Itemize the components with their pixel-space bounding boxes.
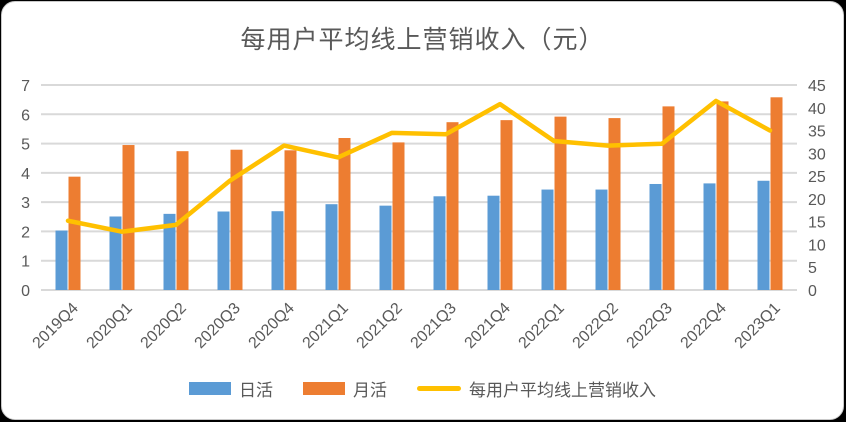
bar-monthly-active [500,120,513,291]
bar-monthly-active [608,118,621,290]
x-axis-category-label: 2021Q1 [300,300,352,352]
right-axis-tick-label: 0 [808,283,817,300]
x-axis-category-label: 2022Q4 [678,300,730,352]
left-axis-tick-label: 4 [21,166,30,183]
monthly-active-swatch-icon [303,382,345,395]
bar-monthly-active [446,122,459,290]
legend-item-monthly-active: 月活 [303,376,387,401]
bar-monthly-active [392,142,405,290]
x-axis-category-label: 2020Q1 [84,300,136,352]
bar-daily-active [163,213,176,290]
right-axis-tick-label: 20 [808,192,826,209]
bar-daily-active [757,180,770,290]
right-axis-tick-label: 5 [808,260,817,277]
bar-daily-active [55,230,68,290]
legend-label-arpu-line: 每用户平均线上营销收入 [469,381,656,400]
right-axis-tick-label: 35 [808,124,826,141]
bar-monthly-active [68,176,81,290]
bar-daily-active [325,204,338,290]
left-axis-tick-label: 1 [21,254,30,271]
x-axis-category-label: 2022Q2 [570,300,622,352]
left-axis-tick-label: 6 [21,107,30,124]
right-axis-tick-label: 45 [808,78,826,95]
left-axis-tick-label: 5 [21,137,30,154]
x-axis-category-label: 2021Q3 [408,300,460,352]
arpu-line-series [65,98,773,234]
x-axis-category-label: 2020Q3 [192,300,244,352]
x-axis-category-label: 2020Q4 [246,300,298,352]
legend-item-arpu-line: 每用户平均线上营销收入 [417,376,656,401]
right-axis-tick-label: 40 [808,101,826,118]
x-axis-category-label: 2020Q2 [138,300,190,352]
bar-daily-active [595,189,608,290]
bar-daily-active [379,205,392,290]
bar-daily-active [271,211,284,290]
chart-title: 每用户平均线上营销收入（元） [240,26,605,54]
bar-daily-active [433,196,446,290]
daily-active-swatch-icon [189,382,231,395]
x-axis-category-label: 2019Q4 [30,300,82,352]
left-axis-tick-label: 7 [21,78,30,95]
bar-monthly-active [284,150,297,290]
x-axis-category-label: 2022Q3 [624,300,676,352]
bar-daily-active [649,183,662,290]
right-axis-tick-label: 30 [808,146,826,163]
left-axis-tick-label: 0 [21,283,30,300]
right-axis-tick-label: 10 [808,237,826,254]
bar-monthly-active [338,138,351,290]
bar-monthly-active [230,149,243,290]
bar-daily-active [541,189,554,290]
bar-monthly-active [662,106,675,290]
left-axis-tick-label: 2 [21,224,30,241]
bar-monthly-active [770,97,783,290]
left-axis-tick-label: 3 [21,195,30,212]
chart-legend: 日活 月活 每用户平均线上营销收入 [2,376,843,401]
x-axis-category-label: 2021Q4 [462,300,514,352]
bar-monthly-active [554,116,567,290]
bar-monthly-active [122,145,135,290]
x-axis-category-label: 2023Q1 [732,300,784,352]
legend-label-daily-active: 日活 [239,381,273,400]
bar-daily-active [217,211,230,290]
bar-daily-active [487,195,500,290]
bar-daily-active [703,183,716,290]
legend-label-monthly-active: 月活 [353,381,387,400]
right-axis-tick-label: 15 [808,215,826,232]
x-axis-category-label: 2022Q1 [516,300,568,352]
legend-item-daily-active: 日活 [189,376,273,401]
bar-monthly-active [716,101,729,291]
bar-daily-active [109,216,122,290]
right-axis-tick-label: 25 [808,169,826,186]
arpu-line-swatch-icon [417,386,461,391]
x-axis-category-label: 2021Q2 [354,300,406,352]
